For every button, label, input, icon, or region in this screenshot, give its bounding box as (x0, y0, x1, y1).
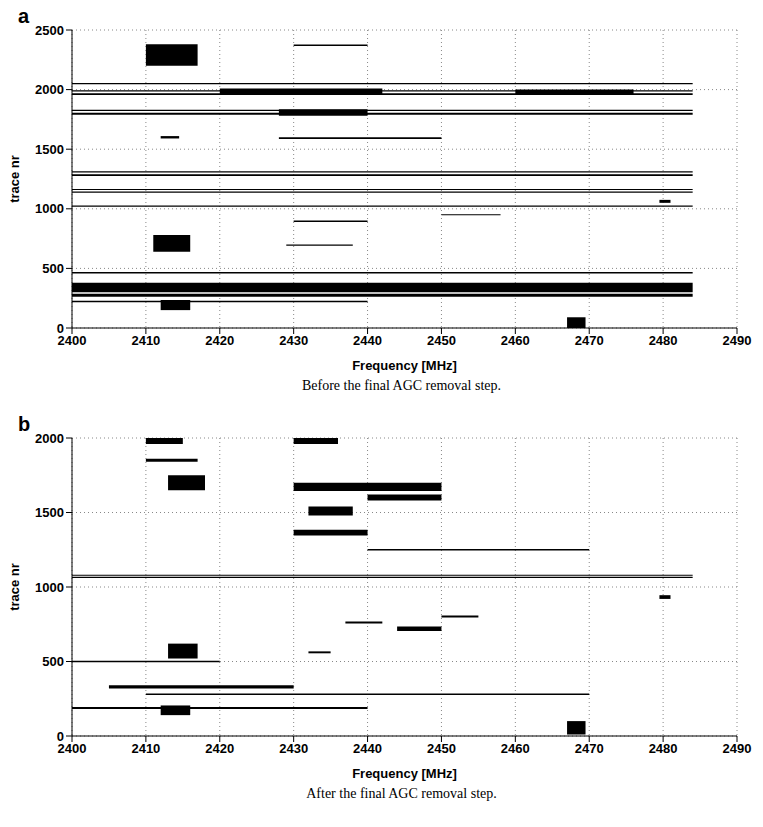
svg-text:2480: 2480 (649, 333, 678, 348)
html-text:After the final AGC removal st: After the final AGC removal step. (306, 786, 497, 801)
svg-text:2420: 2420 (205, 741, 234, 756)
svg-text:2460: 2460 (501, 333, 530, 348)
svg-text:2000: 2000 (35, 431, 64, 446)
svg-text:Frequency [MHz]: Frequency [MHz] (352, 766, 457, 781)
html-text:Before the final AGC removal s: Before the final AGC removal step. (302, 378, 501, 393)
svg-text:Frequency [MHz]: Frequency [MHz] (352, 358, 457, 373)
svg-text:2000: 2000 (35, 82, 64, 97)
svg-text:2450: 2450 (427, 333, 456, 348)
svg-text:2460: 2460 (501, 741, 530, 756)
svg-text:500: 500 (42, 261, 64, 276)
svg-text:2490: 2490 (723, 333, 752, 348)
svg-text:1000: 1000 (35, 580, 64, 595)
svg-text:2470: 2470 (575, 741, 604, 756)
svg-text:1500: 1500 (35, 142, 64, 157)
svg-text:trace nr: trace nr (7, 155, 22, 203)
html-text:a: a (18, 5, 30, 27)
svg-text:500: 500 (42, 654, 64, 669)
svg-text:2450: 2450 (427, 741, 456, 756)
svg-text:2430: 2430 (279, 741, 308, 756)
svg-text:2470: 2470 (575, 333, 604, 348)
svg-text:2430: 2430 (279, 333, 308, 348)
svg-text:0: 0 (57, 321, 64, 336)
svg-text:2440: 2440 (353, 333, 382, 348)
html-text:b: b (18, 413, 31, 435)
svg-text:2400: 2400 (57, 333, 87, 349)
svg-text:2480: 2480 (649, 741, 678, 756)
svg-text:2410: 2410 (131, 333, 160, 348)
svg-text:1000: 1000 (35, 201, 64, 216)
svg-text:trace nr: trace nr (7, 563, 22, 611)
svg-text:2500: 2500 (35, 23, 64, 38)
svg-text:0: 0 (57, 729, 64, 744)
svg-text:2400: 2400 (57, 741, 87, 757)
svg-text:1500: 1500 (35, 505, 64, 520)
svg-text:2490: 2490 (723, 741, 752, 756)
svg-text:2410: 2410 (131, 741, 160, 756)
svg-text:2420: 2420 (205, 333, 234, 348)
svg-text:2440: 2440 (353, 741, 382, 756)
